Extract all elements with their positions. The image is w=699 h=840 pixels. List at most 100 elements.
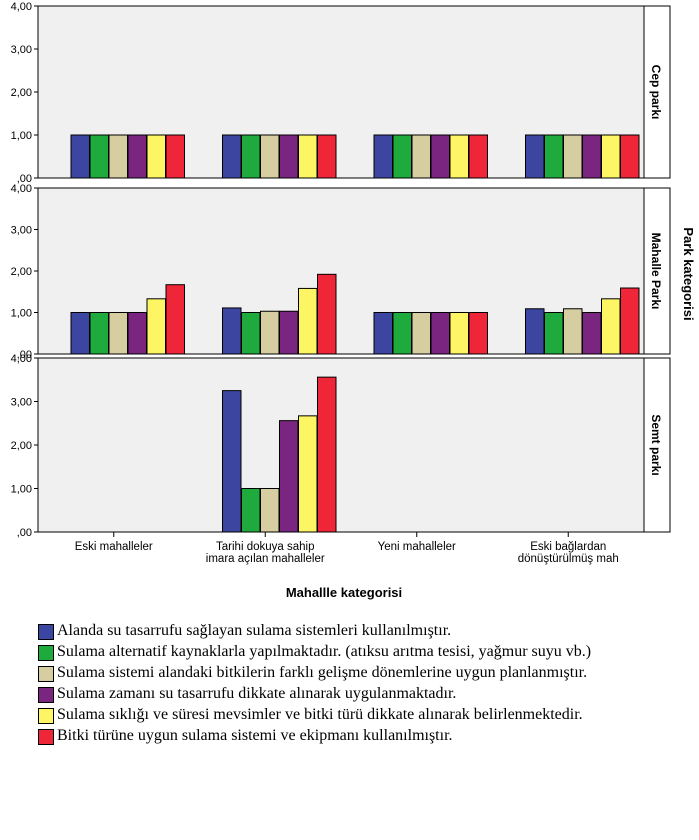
legend-swatch <box>38 708 54 724</box>
bar <box>373 134 393 179</box>
y-tick-label: 3,00 <box>11 44 32 56</box>
bar <box>127 312 147 355</box>
bar <box>279 420 299 533</box>
legend-swatch <box>38 729 54 745</box>
bar <box>317 273 337 355</box>
bar <box>279 310 299 355</box>
x-category-label: Eski bağlardan dönüştürülmüş mah <box>518 541 619 565</box>
bar <box>392 134 412 179</box>
legend-item: Sulama sıklığı ve süresi mevsimler ve bi… <box>38 706 688 724</box>
bar <box>449 134 469 179</box>
y-tick-label: 2,00 <box>11 87 32 99</box>
bar <box>298 415 318 533</box>
y-tick-label: ,00 <box>17 349 32 361</box>
bar <box>222 307 242 355</box>
x-category-label: Yeni mahalleler <box>378 541 456 553</box>
legend-label: Sulama alternatif kaynaklarla yapılmakta… <box>57 643 592 660</box>
bar <box>260 310 280 355</box>
bar <box>146 298 166 355</box>
facet-title: Park kategorisi <box>681 227 696 320</box>
x-category-labels: Eski mahalleler Tarihi dokuya sahip imara … <box>75 532 619 565</box>
bar <box>298 287 318 355</box>
legend-swatch <box>38 624 54 640</box>
bar <box>241 134 261 179</box>
bar <box>392 312 412 355</box>
bar <box>468 134 488 179</box>
bar <box>582 312 602 355</box>
legend-item: Alanda su tasarrufu sağlayan sulama sist… <box>38 622 688 640</box>
bar <box>70 134 90 179</box>
bar <box>620 287 640 355</box>
x-category-label: Tarihi dokuya sahip imara açılan mahallel… <box>206 541 325 565</box>
bar <box>449 312 469 355</box>
legend-label: Sulama sistemi alandaki bitkilerin farkl… <box>57 664 588 681</box>
bar <box>601 298 621 355</box>
bar <box>582 134 602 179</box>
bar <box>260 488 280 533</box>
y-tick-label: 1,00 <box>11 130 32 142</box>
bar <box>525 134 545 179</box>
panel-strip <box>643 5 671 179</box>
legend-item: Bitki türüne uygun sulama sistemi ve eki… <box>38 727 688 745</box>
bar <box>279 134 299 179</box>
y-tick-label: ,00 <box>17 173 32 185</box>
legend-item: Sulama sistemi alandaki bitkilerin farkl… <box>38 664 688 682</box>
panel-label: Semt parkı <box>649 414 663 475</box>
x-axis-title: Mahallle kategorisi <box>286 585 402 600</box>
y-tick-label: 2,00 <box>11 266 32 278</box>
panel-label: Cep parkı <box>649 65 663 120</box>
y-tick-label: 3,00 <box>11 225 32 237</box>
bar <box>601 134 621 179</box>
bar <box>260 134 280 179</box>
bar <box>146 134 166 179</box>
y-tick-label: 3,00 <box>11 397 32 409</box>
bar <box>70 312 90 355</box>
panel-2: Mahalle Parkı 4,00 3,00 2,00 1,00 ,00 <box>11 183 671 361</box>
legend: Alanda su tasarrufu sağlayan sulama sist… <box>38 622 688 748</box>
legend-label: Sulama zamanı su tasarrufu dikkate alına… <box>57 685 457 702</box>
bar <box>544 312 564 355</box>
bar <box>468 312 488 355</box>
y-tick-label: 1,00 <box>11 484 32 496</box>
bar <box>430 312 450 355</box>
panel-label: Mahalle Parkı <box>649 233 663 310</box>
legend-swatch <box>38 645 54 661</box>
bar <box>411 134 431 179</box>
y-tick-label: 4,00 <box>11 353 32 365</box>
y-tick-label: 1,00 <box>11 308 32 320</box>
legend-label: Bitki türüne uygun sulama sistemi ve eki… <box>57 727 453 744</box>
bar <box>89 312 109 355</box>
bar <box>241 312 261 355</box>
legend-label: Sulama sıklığı ve süresi mevsimler ve bi… <box>57 706 583 723</box>
legend-swatch <box>38 687 54 703</box>
legend-swatch <box>38 666 54 682</box>
bar <box>430 134 450 179</box>
bar <box>89 134 109 179</box>
y-tick-label: ,00 <box>17 527 32 539</box>
bar <box>317 376 337 533</box>
panel-3: Semt parkı 4,00 3,00 2,00 1,00 ,00 <box>11 353 671 539</box>
bar <box>563 134 583 179</box>
y-tick-label: 2,00 <box>11 440 32 452</box>
bar <box>373 312 393 355</box>
y-tick-label: 4,00 <box>11 183 32 195</box>
panel-1: Cep parkı 4,00 3,00 2,00 1,00 ,00 <box>11 1 671 185</box>
bar <box>411 312 431 355</box>
legend-item: Sulama zamanı su tasarrufu dikkate alına… <box>38 685 688 703</box>
bar <box>108 312 128 355</box>
bar <box>544 134 564 179</box>
legend-label: Alanda su tasarrufu sağlayan sulama sist… <box>57 622 452 639</box>
y-tick-label: 4,00 <box>11 1 32 13</box>
bar <box>525 308 545 355</box>
bar <box>127 134 147 179</box>
bar <box>241 488 261 533</box>
bar <box>563 308 583 355</box>
bar <box>298 134 318 179</box>
plot-area <box>37 357 645 533</box>
panel-strip <box>643 187 671 355</box>
panel-strip <box>643 357 671 533</box>
bar <box>222 134 242 179</box>
bar <box>165 134 185 179</box>
bar <box>317 134 337 179</box>
